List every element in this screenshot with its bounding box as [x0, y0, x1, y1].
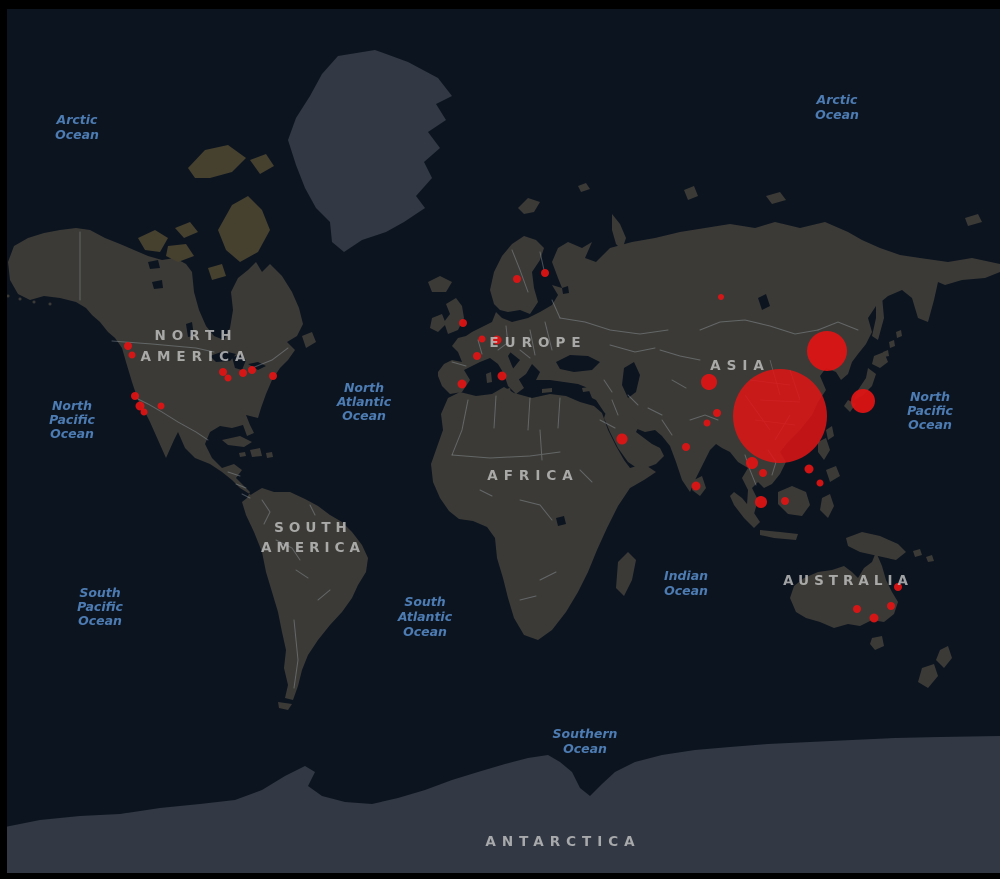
caribbean-islands: [222, 436, 273, 458]
ocean-label-north-pacific-ocean-west: North Pacific Ocean: [49, 398, 95, 441]
outbreak-marker[interactable]: [759, 469, 767, 477]
outbreak-marker[interactable]: [224, 374, 232, 382]
outbreak-marker[interactable]: [219, 368, 227, 376]
outbreak-marker[interactable]: [755, 496, 767, 508]
landmasses: [0, 50, 1000, 873]
outbreak-marker[interactable]: [128, 351, 136, 359]
ocean-label-indian-ocean: Indian Ocean: [664, 568, 708, 598]
ocean-label-arctic-ocean-east: Arctic Ocean: [815, 92, 859, 122]
ocean-label-south-pacific-ocean: South Pacific Ocean: [77, 585, 123, 628]
outbreak-marker[interactable]: [248, 366, 256, 374]
landmass-iceland: [428, 276, 452, 292]
outbreak-marker[interactable]: [816, 479, 824, 487]
landmass-north-america: [8, 228, 303, 506]
landmass-antarctica: [0, 736, 1000, 873]
arctic-islands: [138, 145, 274, 280]
outbreak-marker[interactable]: [701, 374, 717, 390]
outbreak-marker[interactable]: [269, 372, 277, 380]
outbreak-marker[interactable]: [124, 342, 132, 350]
outbreak-marker[interactable]: [457, 379, 467, 389]
outbreak-marker[interactable]: [703, 419, 711, 427]
outbreak-marker[interactable]: [746, 457, 758, 469]
outbreak-marker[interactable]: [713, 409, 721, 417]
outbreak-marker[interactable]: [804, 464, 814, 474]
outbreak-marker[interactable]: [459, 319, 467, 327]
landmass-south-america: [242, 488, 368, 700]
outbreak-marker[interactable]: [497, 371, 507, 381]
arctic-russian-islands: [518, 183, 982, 250]
continent-label-south-america: SOUTH AMERICA: [261, 520, 365, 556]
letterbox-left: [0, 0, 7, 879]
landmass-new-zealand: [918, 646, 952, 688]
outbreak-marker[interactable]: [513, 275, 521, 283]
landmass-uk: [444, 298, 464, 334]
outbreak-marker[interactable]: [239, 369, 247, 377]
lakes: [148, 260, 770, 526]
landmass-indonesia: [730, 438, 934, 562]
landmass-australia: [790, 552, 898, 628]
outbreak-marker[interactable]: [140, 408, 148, 416]
ocean-labels-layer: Arctic Ocean Arctic Ocean North Pacific Ocean N…: [49, 92, 953, 756]
ocean-label-north-atlantic-ocean: North Atlantic Ocean: [336, 380, 392, 423]
ocean-label-southern-ocean: Southern Ocean: [553, 726, 618, 756]
ocean-label-south-atlantic-ocean: South Atlantic Ocean: [397, 594, 453, 639]
landmass-arabia: [604, 410, 664, 470]
outbreak-marker[interactable]: [478, 335, 486, 343]
country-borders: [79, 231, 859, 689]
continent-labels-layer: NORTH AMERICA SOUTH AMERICA EUROPE AFRICA ASIA…: [141, 328, 913, 850]
continent-label-europe: EUROPE: [489, 335, 586, 351]
outbreak-marker[interactable]: [781, 497, 789, 505]
continent-label-africa: AFRICA: [487, 468, 578, 484]
outbreak-marker[interactable]: [473, 352, 481, 360]
landmass-japan: [826, 296, 902, 440]
landmass-tasmania: [870, 636, 884, 650]
outbreak-points-layer: [124, 269, 902, 623]
continent-label-australia: AUSTRALIA: [783, 573, 913, 589]
continent-label-asia: ASIA: [710, 358, 770, 374]
landmass-africa: [431, 387, 656, 640]
letterbox-bottom: [0, 873, 1000, 879]
outbreak-marker[interactable]: [131, 392, 139, 400]
outbreak-marker[interactable]: [492, 335, 502, 345]
outbreak-marker[interactable]: [691, 481, 701, 491]
landmass-ireland: [430, 314, 446, 332]
landmass-eurasia: [438, 222, 1000, 514]
outbreak-marker[interactable]: [733, 369, 827, 463]
ocean-label-arctic-ocean-west: Arctic Ocean: [55, 112, 99, 142]
outbreak-marker[interactable]: [887, 602, 895, 610]
outbreak-marker[interactable]: [853, 605, 861, 613]
continent-label-north-america: NORTH AMERICA: [141, 328, 252, 365]
landmass-madagascar: [616, 552, 636, 596]
outbreak-marker[interactable]: [718, 294, 724, 300]
ocean-label-north-pacific-ocean-east: North Pacific Ocean: [907, 389, 953, 432]
outbreak-marker[interactable]: [894, 583, 902, 591]
outbreak-marker[interactable]: [869, 613, 879, 623]
outbreak-marker[interactable]: [682, 443, 690, 451]
outbreak-marker[interactable]: [541, 269, 549, 277]
outbreak-marker[interactable]: [851, 389, 875, 413]
continent-label-antarctica: ANTARCTICA: [485, 834, 640, 850]
outbreak-marker[interactable]: [616, 433, 628, 445]
aleutian-islands: [6, 294, 52, 306]
outbreak-marker[interactable]: [135, 401, 145, 411]
letterbox-top: [0, 0, 1000, 9]
outbreak-marker[interactable]: [157, 402, 165, 410]
landmass-greenland: [288, 50, 452, 252]
outbreak-marker[interactable]: [807, 331, 847, 371]
